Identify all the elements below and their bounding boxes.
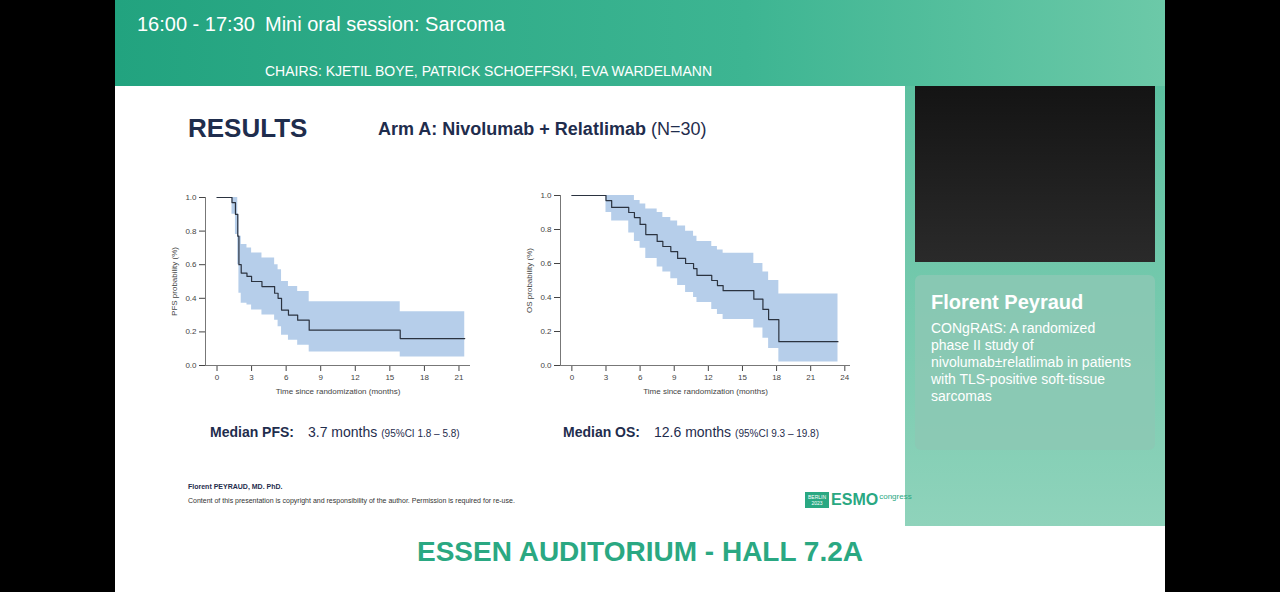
- svg-text:18: 18: [772, 373, 781, 382]
- html-text:Median OS:: Median OS:: [563, 424, 640, 440]
- svg-text:9: 9: [672, 373, 677, 382]
- svg-text:15: 15: [738, 373, 747, 382]
- svg-text:18: 18: [420, 373, 429, 382]
- svg-text:12: 12: [351, 373, 360, 382]
- html-text:Content of this presentation i: Content of this presentation is copyrigh…: [188, 497, 515, 504]
- html-text:Florent Peyraud: Florent Peyraud: [931, 291, 1084, 313]
- html-text:ESMOcongress: ESMOcongress: [831, 491, 912, 508]
- html-text:12.6 months (95%CI 9.3 – 19.8): 12.6 months (95%CI 9.3 – 19.8): [654, 424, 819, 440]
- svg-text:21: 21: [806, 373, 815, 382]
- html-text:CONgRAtS: A randomized phase I: CONgRAtS: A randomized phase II study of…: [931, 320, 1131, 404]
- html-text:Median PFS:: Median PFS:: [210, 424, 294, 440]
- html-text:RESULTS: RESULTS: [188, 113, 308, 143]
- svg-text:OS probability (%): OS probability (%): [525, 248, 534, 313]
- html-text:Florent PEYRAUD, MD. PhD.: Florent PEYRAUD, MD. PhD.: [188, 483, 283, 490]
- svg-text:3: 3: [604, 373, 609, 382]
- html-text:Mini oral session: Sarcoma: Mini oral session: Sarcoma: [265, 13, 506, 35]
- svg-text:0.2: 0.2: [540, 327, 552, 336]
- svg-text:9: 9: [318, 373, 323, 382]
- svg-text:0: 0: [215, 373, 220, 382]
- svg-text:0.4: 0.4: [185, 294, 197, 303]
- svg-text:12: 12: [704, 373, 713, 382]
- svg-text:3: 3: [249, 373, 254, 382]
- svg-text:0: 0: [570, 373, 575, 382]
- svg-text:Time since randomization (mont: Time since randomization (months): [276, 387, 401, 396]
- svg-text:0.6: 0.6: [185, 260, 197, 269]
- html-text:16:00 - 17:30: 16:00 - 17:30: [137, 13, 255, 35]
- svg-text:6: 6: [284, 373, 289, 382]
- html-text:3.7 months (95%CI 1.8 – 5.8): 3.7 months (95%CI 1.8 – 5.8): [308, 424, 460, 440]
- svg-text:0.6: 0.6: [540, 259, 552, 268]
- svg-text:1.0: 1.0: [540, 191, 552, 200]
- svg-text:PFS probability (%): PFS probability (%): [170, 247, 179, 316]
- svg-text:0.8: 0.8: [540, 225, 552, 234]
- svg-text:Time since randomization (mont: Time since randomization (months): [643, 387, 768, 396]
- html-text:ESSEN AUDITORIUM - HALL 7.2A: ESSEN AUDITORIUM - HALL 7.2A: [417, 536, 863, 567]
- svg-text:1.0: 1.0: [185, 193, 197, 202]
- svg-text:15: 15: [385, 373, 394, 382]
- svg-text:0.8: 0.8: [185, 227, 197, 236]
- html-text:CHAIRS: KJETIL BOYE, PATRICK S: CHAIRS: KJETIL BOYE, PATRICK SCHOEFFSKI,…: [265, 63, 712, 79]
- svg-text:0.4: 0.4: [540, 293, 552, 302]
- svg-text:24: 24: [840, 373, 849, 382]
- html-text:BERLIN: BERLIN: [808, 494, 827, 500]
- svg-text:0.0: 0.0: [185, 361, 197, 370]
- html-text:2023: 2023: [811, 500, 823, 506]
- svg-text:0.2: 0.2: [185, 327, 197, 336]
- svg-text:6: 6: [638, 373, 643, 382]
- html-text:Arm A: Nivolumab + Relatlimab: Arm A: Nivolumab + Relatlimab (N=30): [378, 119, 707, 139]
- svg-text:21: 21: [455, 373, 464, 382]
- svg-text:0.0: 0.0: [540, 361, 552, 370]
